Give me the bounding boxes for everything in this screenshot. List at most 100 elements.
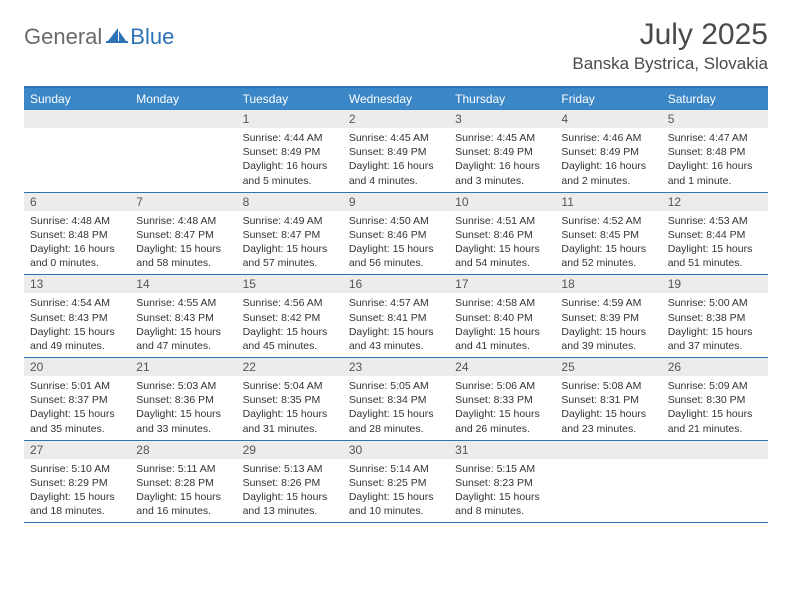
day-content: Sunrise: 5:15 AMSunset: 8:23 PMDaylight:… [449,459,555,523]
day-cell [555,441,661,523]
day-number [555,441,661,459]
day-content: Sunrise: 5:14 AMSunset: 8:25 PMDaylight:… [343,459,449,523]
day-cell: 1Sunrise: 4:44 AMSunset: 8:49 PMDaylight… [237,110,343,192]
day-number: 4 [555,110,661,128]
day-cell: 30Sunrise: 5:14 AMSunset: 8:25 PMDayligh… [343,441,449,523]
day-cell: 19Sunrise: 5:00 AMSunset: 8:38 PMDayligh… [662,275,768,357]
logo-sail-icon [106,26,128,49]
day-cell: 3Sunrise: 4:45 AMSunset: 8:49 PMDaylight… [449,110,555,192]
day-number: 31 [449,441,555,459]
location: Banska Bystrica, Slovakia [572,54,768,74]
day-content: Sunrise: 4:58 AMSunset: 8:40 PMDaylight:… [449,293,555,357]
day-content: Sunrise: 4:46 AMSunset: 8:49 PMDaylight:… [555,128,661,192]
day-number: 20 [24,358,130,376]
day-number: 28 [130,441,236,459]
day-cell: 29Sunrise: 5:13 AMSunset: 8:26 PMDayligh… [237,441,343,523]
logo-text-general: General [24,24,102,50]
day-cell: 17Sunrise: 4:58 AMSunset: 8:40 PMDayligh… [449,275,555,357]
day-cell: 10Sunrise: 4:51 AMSunset: 8:46 PMDayligh… [449,193,555,275]
day-number: 14 [130,275,236,293]
day-number: 24 [449,358,555,376]
day-number: 2 [343,110,449,128]
day-content: Sunrise: 4:44 AMSunset: 8:49 PMDaylight:… [237,128,343,192]
day-number [130,110,236,128]
day-number: 13 [24,275,130,293]
weekday-header: Tuesday [237,88,343,110]
day-cell: 11Sunrise: 4:52 AMSunset: 8:45 PMDayligh… [555,193,661,275]
day-content: Sunrise: 4:50 AMSunset: 8:46 PMDaylight:… [343,211,449,275]
title-block: July 2025 Banska Bystrica, Slovakia [572,18,768,74]
day-cell: 4Sunrise: 4:46 AMSunset: 8:49 PMDaylight… [555,110,661,192]
weekday-header: Saturday [662,88,768,110]
day-cell: 5Sunrise: 4:47 AMSunset: 8:48 PMDaylight… [662,110,768,192]
day-number: 8 [237,193,343,211]
day-cell: 2Sunrise: 4:45 AMSunset: 8:49 PMDaylight… [343,110,449,192]
day-content [555,459,661,513]
day-number: 22 [237,358,343,376]
weekday-header: Sunday [24,88,130,110]
day-number [662,441,768,459]
day-cell: 14Sunrise: 4:55 AMSunset: 8:43 PMDayligh… [130,275,236,357]
day-number: 16 [343,275,449,293]
day-cell: 27Sunrise: 5:10 AMSunset: 8:29 PMDayligh… [24,441,130,523]
day-number: 21 [130,358,236,376]
day-number: 9 [343,193,449,211]
day-cell: 26Sunrise: 5:09 AMSunset: 8:30 PMDayligh… [662,358,768,440]
day-number: 23 [343,358,449,376]
day-content: Sunrise: 5:03 AMSunset: 8:36 PMDaylight:… [130,376,236,440]
day-cell: 18Sunrise: 4:59 AMSunset: 8:39 PMDayligh… [555,275,661,357]
day-number: 18 [555,275,661,293]
weekday-header: Monday [130,88,236,110]
day-cell: 31Sunrise: 5:15 AMSunset: 8:23 PMDayligh… [449,441,555,523]
week-row: 13Sunrise: 4:54 AMSunset: 8:43 PMDayligh… [24,275,768,358]
day-number: 19 [662,275,768,293]
day-cell: 24Sunrise: 5:06 AMSunset: 8:33 PMDayligh… [449,358,555,440]
day-number: 12 [662,193,768,211]
day-number: 15 [237,275,343,293]
day-number: 29 [237,441,343,459]
weekday-header-row: SundayMondayTuesdayWednesdayThursdayFrid… [24,88,768,110]
day-content: Sunrise: 4:59 AMSunset: 8:39 PMDaylight:… [555,293,661,357]
day-cell: 20Sunrise: 5:01 AMSunset: 8:37 PMDayligh… [24,358,130,440]
day-content: Sunrise: 4:53 AMSunset: 8:44 PMDaylight:… [662,211,768,275]
day-content: Sunrise: 5:09 AMSunset: 8:30 PMDaylight:… [662,376,768,440]
day-number: 7 [130,193,236,211]
day-cell [24,110,130,192]
day-content: Sunrise: 5:13 AMSunset: 8:26 PMDaylight:… [237,459,343,523]
day-content: Sunrise: 4:51 AMSunset: 8:46 PMDaylight:… [449,211,555,275]
day-content: Sunrise: 4:48 AMSunset: 8:48 PMDaylight:… [24,211,130,275]
day-cell [130,110,236,192]
day-content: Sunrise: 4:49 AMSunset: 8:47 PMDaylight:… [237,211,343,275]
day-number: 1 [237,110,343,128]
day-content: Sunrise: 5:05 AMSunset: 8:34 PMDaylight:… [343,376,449,440]
logo-text-blue: Blue [130,24,174,50]
day-content: Sunrise: 4:55 AMSunset: 8:43 PMDaylight:… [130,293,236,357]
day-cell: 21Sunrise: 5:03 AMSunset: 8:36 PMDayligh… [130,358,236,440]
day-cell: 8Sunrise: 4:49 AMSunset: 8:47 PMDaylight… [237,193,343,275]
day-cell: 7Sunrise: 4:48 AMSunset: 8:47 PMDaylight… [130,193,236,275]
day-cell: 25Sunrise: 5:08 AMSunset: 8:31 PMDayligh… [555,358,661,440]
day-number: 26 [662,358,768,376]
logo: General Blue [24,24,174,50]
day-number [24,110,130,128]
day-number: 6 [24,193,130,211]
day-cell: 16Sunrise: 4:57 AMSunset: 8:41 PMDayligh… [343,275,449,357]
header: General Blue July 2025 Banska Bystrica, … [24,18,768,74]
day-number: 5 [662,110,768,128]
day-content [662,459,768,513]
day-cell [662,441,768,523]
day-content: Sunrise: 4:47 AMSunset: 8:48 PMDaylight:… [662,128,768,192]
day-content: Sunrise: 5:00 AMSunset: 8:38 PMDaylight:… [662,293,768,357]
calendar: SundayMondayTuesdayWednesdayThursdayFrid… [24,86,768,523]
weekday-header: Friday [555,88,661,110]
week-row: 1Sunrise: 4:44 AMSunset: 8:49 PMDaylight… [24,110,768,193]
week-row: 27Sunrise: 5:10 AMSunset: 8:29 PMDayligh… [24,441,768,524]
day-content: Sunrise: 5:08 AMSunset: 8:31 PMDaylight:… [555,376,661,440]
month-title: July 2025 [572,18,768,52]
day-content: Sunrise: 4:54 AMSunset: 8:43 PMDaylight:… [24,293,130,357]
day-cell: 12Sunrise: 4:53 AMSunset: 8:44 PMDayligh… [662,193,768,275]
day-content: Sunrise: 5:01 AMSunset: 8:37 PMDaylight:… [24,376,130,440]
calendar-body: 1Sunrise: 4:44 AMSunset: 8:49 PMDaylight… [24,110,768,523]
day-number: 30 [343,441,449,459]
day-content: Sunrise: 4:52 AMSunset: 8:45 PMDaylight:… [555,211,661,275]
